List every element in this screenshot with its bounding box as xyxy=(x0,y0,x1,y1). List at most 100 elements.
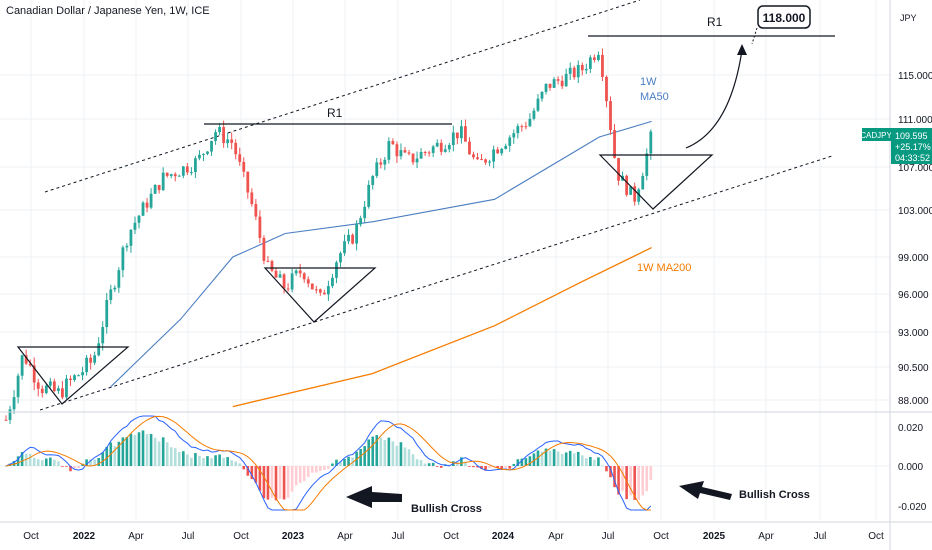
y-tick-label: 103.000 xyxy=(898,206,932,217)
macd-histogram-bar xyxy=(298,466,302,483)
candle-body xyxy=(564,73,568,87)
candle-body xyxy=(73,375,76,381)
candle-body xyxy=(500,148,504,154)
candle-body xyxy=(528,118,532,127)
candle-body xyxy=(508,137,512,146)
macd-histogram-bar xyxy=(423,463,427,466)
candle-body xyxy=(504,145,508,149)
candle-body xyxy=(576,64,580,78)
macd-histogram-bar xyxy=(629,466,632,496)
candle-body xyxy=(322,292,326,295)
candle-body xyxy=(254,204,258,217)
candle-body xyxy=(327,286,330,295)
triangle-2021 xyxy=(16,346,130,405)
macd-histogram-bar xyxy=(169,447,173,466)
macd-histogram-bar xyxy=(206,456,209,466)
candle-body xyxy=(468,141,471,155)
macd-histogram-bar xyxy=(226,457,229,466)
r1-label-right: R1 xyxy=(707,15,723,29)
x-tick-label: 2023 xyxy=(282,531,305,542)
ma50-line xyxy=(110,120,652,388)
macd-histogram-bar xyxy=(121,437,125,466)
candle-body xyxy=(472,154,475,158)
macd-histogram-bar xyxy=(552,449,556,466)
macd-histogram-bar xyxy=(177,451,181,466)
macd-histogram-bar xyxy=(323,466,326,470)
candle-body xyxy=(427,152,431,154)
macd-histogram-bar xyxy=(145,434,149,466)
candle-body xyxy=(584,68,588,71)
macd-histogram-bar xyxy=(222,457,225,466)
candlesticks[interactable] xyxy=(4,48,653,424)
macd-histogram-bar xyxy=(395,445,399,466)
macd-histogram-bar xyxy=(564,452,568,466)
macd-histogram-bar xyxy=(28,454,32,466)
macd-histogram-bar xyxy=(617,466,620,495)
x-tick-label: Oct xyxy=(443,531,459,542)
macd-histogram-bar xyxy=(641,466,645,496)
candle-body xyxy=(278,274,282,278)
candle-body xyxy=(177,175,181,177)
macd-histogram-bar xyxy=(218,454,221,466)
candle-body xyxy=(484,159,487,163)
candle-body xyxy=(560,80,564,87)
signal-line xyxy=(5,415,651,511)
macd-histogram-bar xyxy=(242,466,246,470)
macd-histogram-bar xyxy=(585,458,588,466)
macd-histogram-bar xyxy=(161,437,165,466)
candle-body xyxy=(379,162,383,165)
candle-body xyxy=(56,388,60,392)
candle-body xyxy=(32,365,36,383)
candle-body xyxy=(230,139,234,143)
candle-body xyxy=(520,126,524,128)
candle-body xyxy=(153,185,157,194)
macd-histogram-bar xyxy=(605,466,608,472)
candle-body xyxy=(399,150,403,157)
macd-histogram-bar xyxy=(367,439,371,466)
candle-body xyxy=(121,247,125,271)
macd-histogram-bar xyxy=(387,437,391,466)
candle-body xyxy=(24,355,28,364)
candle-body xyxy=(552,79,556,88)
macd-histogram-bar xyxy=(609,466,612,478)
macd-histogram-bar xyxy=(419,460,423,466)
macd-y-tick-label: -0.020 xyxy=(898,502,927,513)
macd-histogram-bar xyxy=(40,460,44,466)
candle-body xyxy=(641,175,645,190)
x-tick-label: 2022 xyxy=(73,531,96,542)
macd-histogram-bar xyxy=(415,459,419,466)
macd-histogram-bar xyxy=(576,451,580,466)
macd-histogram-bar xyxy=(589,456,592,466)
price-badge: CADJPY 109.595 +25.17% 04:33:52 xyxy=(860,128,932,164)
macd-histogram-bar xyxy=(347,456,350,466)
macd-histogram-bar xyxy=(460,457,463,466)
x-tick-label: Oct xyxy=(23,531,39,542)
macd-histogram-bar xyxy=(315,466,318,473)
x-tick-label: Apr xyxy=(128,531,144,542)
macd-histogram-bar xyxy=(472,466,475,468)
candle-body xyxy=(250,192,254,205)
macd-histogram-bar xyxy=(125,436,129,466)
candle-body xyxy=(210,140,213,152)
macd-histogram-bar xyxy=(173,448,177,466)
candle-body xyxy=(310,283,314,290)
candle-body xyxy=(302,273,306,280)
candle-body xyxy=(367,184,371,207)
candle-body xyxy=(572,67,576,78)
candle-body xyxy=(625,175,629,195)
macd-histogram-bar xyxy=(266,466,270,500)
candle-body xyxy=(314,289,318,291)
macd-histogram-bar xyxy=(16,456,20,466)
candle-body xyxy=(306,279,310,284)
macd-histogram-bar xyxy=(411,454,415,466)
macd-histogram-bar xyxy=(613,466,616,488)
candle-body xyxy=(431,146,435,153)
macd-histogram-bar xyxy=(270,466,274,499)
chart-drawings xyxy=(16,27,835,405)
candle-body xyxy=(8,409,12,420)
candle-body xyxy=(339,253,342,263)
macd-histogram-bar xyxy=(359,448,362,466)
candle-body xyxy=(36,382,40,389)
macd-histogram-bar xyxy=(484,466,487,471)
